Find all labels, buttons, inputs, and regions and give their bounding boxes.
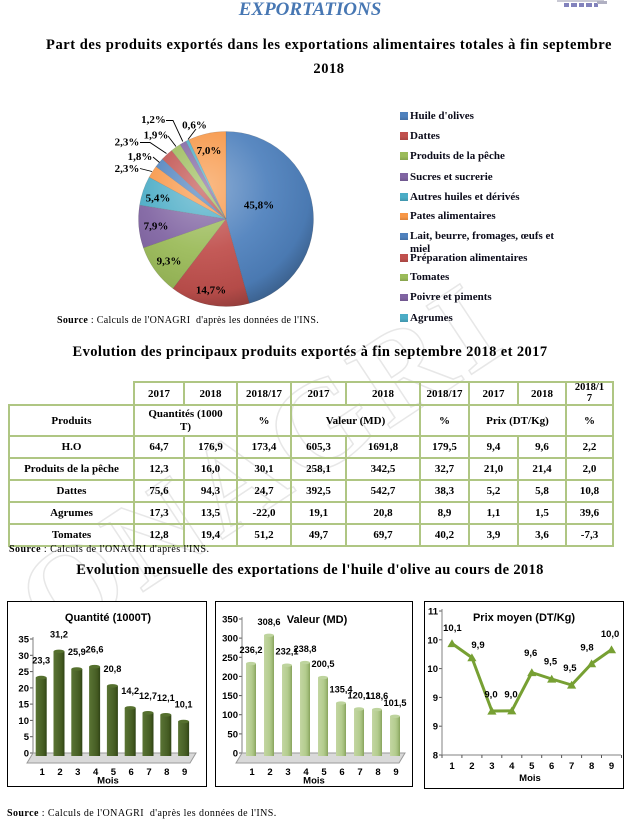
svg-text:4: 4 bbox=[509, 761, 515, 772]
svg-text:200,5: 200,5 bbox=[312, 659, 335, 669]
svg-text:10: 10 bbox=[427, 664, 438, 675]
svg-text:Mois: Mois bbox=[303, 776, 325, 787]
svg-text:7,9%: 7,9% bbox=[144, 221, 169, 233]
svg-text:10: 10 bbox=[427, 635, 438, 646]
svg-text:7: 7 bbox=[569, 761, 574, 772]
svg-text:1,9%: 1,9% bbox=[144, 129, 169, 141]
svg-text:5: 5 bbox=[24, 732, 30, 743]
svg-text:9: 9 bbox=[182, 767, 187, 778]
svg-text:10,1: 10,1 bbox=[443, 623, 462, 634]
svg-text:200: 200 bbox=[222, 672, 238, 683]
svg-text:26,6: 26,6 bbox=[86, 645, 104, 655]
svg-text:118,6: 118,6 bbox=[366, 691, 388, 701]
svg-text:10: 10 bbox=[18, 716, 29, 727]
svg-text:9,3%: 9,3% bbox=[157, 256, 182, 268]
svg-text:2: 2 bbox=[57, 767, 62, 778]
svg-text:150: 150 bbox=[222, 691, 238, 702]
svg-text:23,3: 23,3 bbox=[32, 656, 50, 666]
svg-text:0: 0 bbox=[24, 749, 29, 760]
svg-text:9: 9 bbox=[609, 761, 614, 772]
svg-text:Mois: Mois bbox=[97, 776, 119, 787]
svg-text:135,4: 135,4 bbox=[330, 685, 354, 695]
svg-text:12,7: 12,7 bbox=[139, 691, 157, 701]
svg-text:50: 50 bbox=[227, 729, 238, 740]
svg-text:1,2%: 1,2% bbox=[141, 114, 166, 126]
svg-text:5: 5 bbox=[111, 767, 117, 778]
svg-text:1,8%: 1,8% bbox=[128, 151, 153, 163]
svg-text:5,4%: 5,4% bbox=[146, 193, 171, 205]
svg-text:8: 8 bbox=[589, 761, 594, 772]
svg-text:15: 15 bbox=[18, 700, 29, 711]
svg-text:250: 250 bbox=[222, 653, 238, 664]
svg-text:11: 11 bbox=[428, 607, 439, 618]
svg-text:8: 8 bbox=[164, 767, 169, 778]
svg-text:Mois: Mois bbox=[519, 773, 541, 784]
svg-text:8: 8 bbox=[375, 767, 380, 778]
svg-text:6: 6 bbox=[549, 761, 554, 772]
svg-text:31,2: 31,2 bbox=[50, 629, 68, 639]
svg-text:9,5: 9,5 bbox=[544, 656, 558, 667]
svg-text:2: 2 bbox=[469, 761, 474, 772]
svg-text:14,7%: 14,7% bbox=[196, 285, 226, 297]
svg-text:6: 6 bbox=[339, 767, 344, 778]
svg-text:20,8: 20,8 bbox=[103, 664, 121, 674]
svg-text:Valeur (MD): Valeur (MD) bbox=[287, 614, 348, 626]
svg-text:2: 2 bbox=[267, 767, 272, 778]
svg-text:1: 1 bbox=[449, 761, 455, 772]
svg-text:236,2: 236,2 bbox=[240, 645, 263, 655]
svg-text:101,5: 101,5 bbox=[384, 698, 407, 708]
svg-text:2,3%: 2,3% bbox=[115, 137, 140, 149]
svg-text:0: 0 bbox=[233, 749, 238, 760]
svg-text:1: 1 bbox=[249, 767, 255, 778]
svg-text:10,1: 10,1 bbox=[175, 700, 193, 710]
svg-text:Prix moyen (DT/Kg): Prix moyen (DT/Kg) bbox=[473, 612, 575, 624]
svg-text:7: 7 bbox=[146, 767, 151, 778]
svg-text:4: 4 bbox=[303, 767, 309, 778]
svg-text:9,0: 9,0 bbox=[484, 689, 497, 700]
svg-text:25: 25 bbox=[18, 667, 29, 678]
svg-text:238,8: 238,8 bbox=[294, 644, 317, 654]
svg-text:5: 5 bbox=[321, 767, 327, 778]
svg-text:8: 8 bbox=[433, 751, 438, 762]
svg-text:4: 4 bbox=[93, 767, 99, 778]
svg-text:Quantité (1000T): Quantité (1000T) bbox=[65, 612, 152, 624]
svg-text:100: 100 bbox=[222, 710, 238, 721]
svg-text:35: 35 bbox=[18, 635, 29, 646]
svg-text:12,1: 12,1 bbox=[157, 693, 175, 703]
svg-text:120,1: 120,1 bbox=[348, 691, 371, 701]
svg-text:9,9: 9,9 bbox=[471, 640, 484, 651]
svg-text:3: 3 bbox=[489, 761, 494, 772]
svg-text:14,2: 14,2 bbox=[121, 686, 139, 696]
svg-text:6: 6 bbox=[129, 767, 134, 778]
svg-text:20: 20 bbox=[18, 683, 29, 694]
svg-text:300: 300 bbox=[222, 634, 238, 645]
svg-text:10,0: 10,0 bbox=[601, 629, 620, 640]
svg-text:5: 5 bbox=[529, 761, 535, 772]
svg-text:350: 350 bbox=[222, 615, 238, 626]
svg-text:25,9: 25,9 bbox=[68, 647, 86, 657]
svg-text:9: 9 bbox=[433, 722, 438, 733]
svg-text:9: 9 bbox=[433, 693, 438, 704]
svg-text:9,0: 9,0 bbox=[504, 689, 517, 700]
svg-text:7,0%: 7,0% bbox=[197, 145, 222, 157]
svg-text:2,3%: 2,3% bbox=[115, 163, 140, 175]
svg-text:45,8%: 45,8% bbox=[244, 200, 274, 212]
svg-text:232,1: 232,1 bbox=[276, 647, 299, 657]
svg-text:3: 3 bbox=[75, 767, 80, 778]
svg-text:308,6: 308,6 bbox=[258, 617, 281, 627]
svg-text:9,6: 9,6 bbox=[524, 648, 537, 659]
svg-text:9: 9 bbox=[393, 767, 398, 778]
svg-text:9,8: 9,8 bbox=[580, 642, 593, 653]
svg-text:7: 7 bbox=[357, 767, 362, 778]
svg-text:0,6%: 0,6% bbox=[182, 120, 207, 132]
svg-text:9,5: 9,5 bbox=[563, 663, 577, 674]
svg-text:30: 30 bbox=[18, 651, 29, 662]
svg-text:1: 1 bbox=[40, 767, 46, 778]
svg-text:3: 3 bbox=[285, 767, 290, 778]
